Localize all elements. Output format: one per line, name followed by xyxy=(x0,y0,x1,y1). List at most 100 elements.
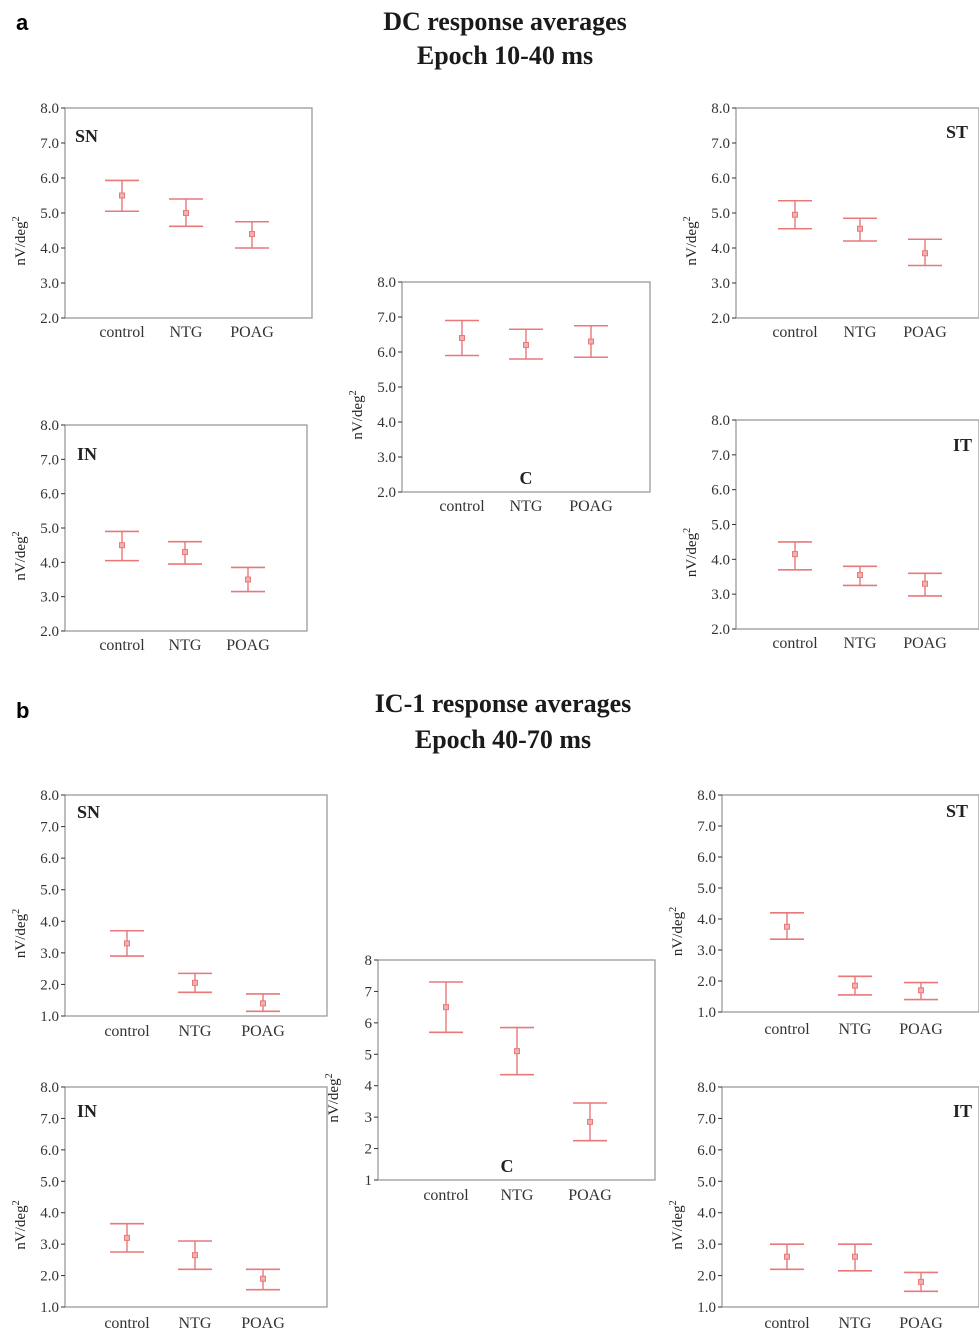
errorbar-b-st-poag xyxy=(904,981,938,1001)
y-tick-label-a-it: 6.0 xyxy=(711,483,730,499)
panel-a-label: a xyxy=(16,10,29,35)
y-tick-label-a-c: 6.0 xyxy=(377,345,396,361)
y-tick-label-a-st: 7.0 xyxy=(711,136,730,152)
y-axis-label-b-in: nV/deg2 xyxy=(11,1200,29,1249)
x-tick-label-b-it: NTG xyxy=(839,1315,872,1330)
y-tick-label-b-in: 8.0 xyxy=(40,1080,59,1096)
y-axis-label-a-in: nV/deg2 xyxy=(11,531,29,580)
y-tick-label-a-sn: 5.0 xyxy=(40,206,59,222)
errorbar-a-st-ntg xyxy=(843,217,877,242)
mean-marker xyxy=(183,210,189,216)
errorbar-a-c-poag xyxy=(574,324,608,359)
x-tick-label-a-sn: NTG xyxy=(170,324,203,341)
y-axis-label-a-c: nV/deg2 xyxy=(348,390,366,439)
mean-marker xyxy=(588,338,594,345)
y-tick-label-a-st: 2.0 xyxy=(711,311,730,327)
mean-marker xyxy=(523,342,529,348)
y-tick-label-a-st: 8.0 xyxy=(711,101,730,117)
mean-marker xyxy=(587,1118,593,1125)
x-tick-label-a-it: POAG xyxy=(903,635,947,652)
y-tick-label-a-it: 2.0 xyxy=(711,622,730,638)
region-label-b-sn: SN xyxy=(77,802,100,822)
x-tick-label-b-st: POAG xyxy=(899,1021,943,1038)
y-tick-label-b-sn: 5.0 xyxy=(40,883,59,899)
y-tick-label-b-in: 7.0 xyxy=(40,1111,59,1127)
plot-a-sn: 2.0 3.0 4.0 5.0 6.0 7.0 8.0 control NTG POAG SN nV/… xyxy=(11,101,313,341)
x-tick-label-b-c: NTG xyxy=(501,1187,534,1204)
y-tick-label-a-c: 2.0 xyxy=(377,485,396,501)
y-tick-label-b-sn: 7.0 xyxy=(40,820,59,836)
y-axis-label-a-st: nV/deg2 xyxy=(682,216,700,265)
errorbar-a-c-ntg xyxy=(509,328,543,360)
x-tick-label-a-st: POAG xyxy=(903,324,947,341)
y-tick-label-b-in: 3.0 xyxy=(40,1237,59,1253)
plot-b-c: 1 2 3 4 5 6 7 8 control NTG POAG CnV/deg2 xyxy=(324,953,656,1204)
y-tick-label-b-it: 8.0 xyxy=(697,1080,716,1096)
x-tick-label-a-in: control xyxy=(99,637,145,654)
plot-frame-b-in xyxy=(64,1086,328,1308)
x-tick-label-a-st: control xyxy=(772,324,818,341)
errorbar-b-it-ntg xyxy=(838,1243,872,1272)
x-tick-label-a-in: POAG xyxy=(226,637,270,654)
mean-marker xyxy=(124,1234,130,1241)
x-tick-label-a-it: NTG xyxy=(844,635,877,652)
panel-b-label: b xyxy=(16,698,29,723)
x-tick-label-b-in: control xyxy=(104,1315,150,1330)
y-tick-label-a-sn: 3.0 xyxy=(40,276,59,292)
mean-marker xyxy=(249,231,255,237)
plot-a-c: 2.0 3.0 4.0 5.0 6.0 7.0 8.0 control NTG POAG CnV/d… xyxy=(348,275,651,515)
plot-frame-a-it xyxy=(735,419,979,630)
x-tick-label-a-sn: control xyxy=(99,324,145,341)
y-tick-label-b-c: 8 xyxy=(365,953,373,969)
y-tick-label-b-it: 4.0 xyxy=(697,1206,716,1222)
y-tick-label-a-in: 5.0 xyxy=(40,521,59,537)
errorbar-b-c-control xyxy=(429,981,463,1034)
mean-marker xyxy=(857,572,863,579)
x-tick-label-b-c: control xyxy=(423,1187,469,1204)
mean-marker xyxy=(260,1275,266,1282)
x-tick-label-b-c: POAG xyxy=(568,1187,612,1204)
x-tick-label-a-it: control xyxy=(772,635,818,652)
mean-marker xyxy=(918,1278,924,1285)
mean-marker xyxy=(792,551,798,558)
errorbar-a-in-ntg xyxy=(168,540,202,565)
x-tick-label-b-in: NTG xyxy=(179,1315,212,1330)
x-tick-label-b-sn: control xyxy=(104,1023,150,1040)
plot-frame-b-it xyxy=(721,1086,979,1308)
y-tick-label-b-c: 6 xyxy=(365,1016,373,1032)
mean-marker xyxy=(852,982,858,989)
y-tick-label-b-in: 1.0 xyxy=(40,1300,59,1316)
plot-frame-a-c xyxy=(401,281,651,493)
errorbar-b-st-ntg xyxy=(838,975,872,996)
y-tick-label-b-c: 4 xyxy=(365,1079,373,1095)
y-tick-label-b-c: 7 xyxy=(365,984,373,1000)
panel-b-subtitle: Epoch 40-70 ms xyxy=(415,725,591,754)
y-tick-label-a-sn: 2.0 xyxy=(40,311,59,327)
y-tick-label-b-in: 5.0 xyxy=(40,1174,59,1190)
y-axis-label-b-it: nV/deg2 xyxy=(668,1200,686,1249)
y-tick-label-b-sn: 4.0 xyxy=(40,914,59,930)
y-tick-label-b-in: 2.0 xyxy=(40,1269,59,1285)
errorbar-b-in-ntg xyxy=(178,1240,212,1271)
errorbar-b-c-poag xyxy=(573,1102,607,1142)
y-tick-label-a-it: 7.0 xyxy=(711,448,730,464)
y-tick-label-b-c: 2 xyxy=(365,1142,373,1158)
y-tick-label-b-st: 7.0 xyxy=(697,819,716,835)
mean-marker xyxy=(260,1000,266,1007)
y-tick-label-b-c: 1 xyxy=(365,1173,373,1189)
errorbar-b-in-control xyxy=(110,1222,144,1253)
y-tick-label-a-it: 8.0 xyxy=(711,413,730,429)
y-tick-label-a-in: 8.0 xyxy=(40,418,59,434)
plot-frame-a-in xyxy=(64,424,308,632)
mean-marker xyxy=(918,987,924,994)
y-tick-label-b-in: 4.0 xyxy=(40,1206,59,1222)
y-tick-label-b-it: 7.0 xyxy=(697,1111,716,1127)
mean-marker xyxy=(514,1048,520,1055)
errorbar-a-sn-ntg xyxy=(169,198,203,228)
plot-frame-b-c xyxy=(377,959,656,1181)
errorbar-a-in-control xyxy=(105,530,139,562)
errorbar-b-sn-poag xyxy=(246,993,280,1013)
errorbar-a-st-poag xyxy=(908,238,942,267)
errorbar-a-in-poag xyxy=(231,566,265,593)
region-label-a-st: ST xyxy=(946,122,968,142)
